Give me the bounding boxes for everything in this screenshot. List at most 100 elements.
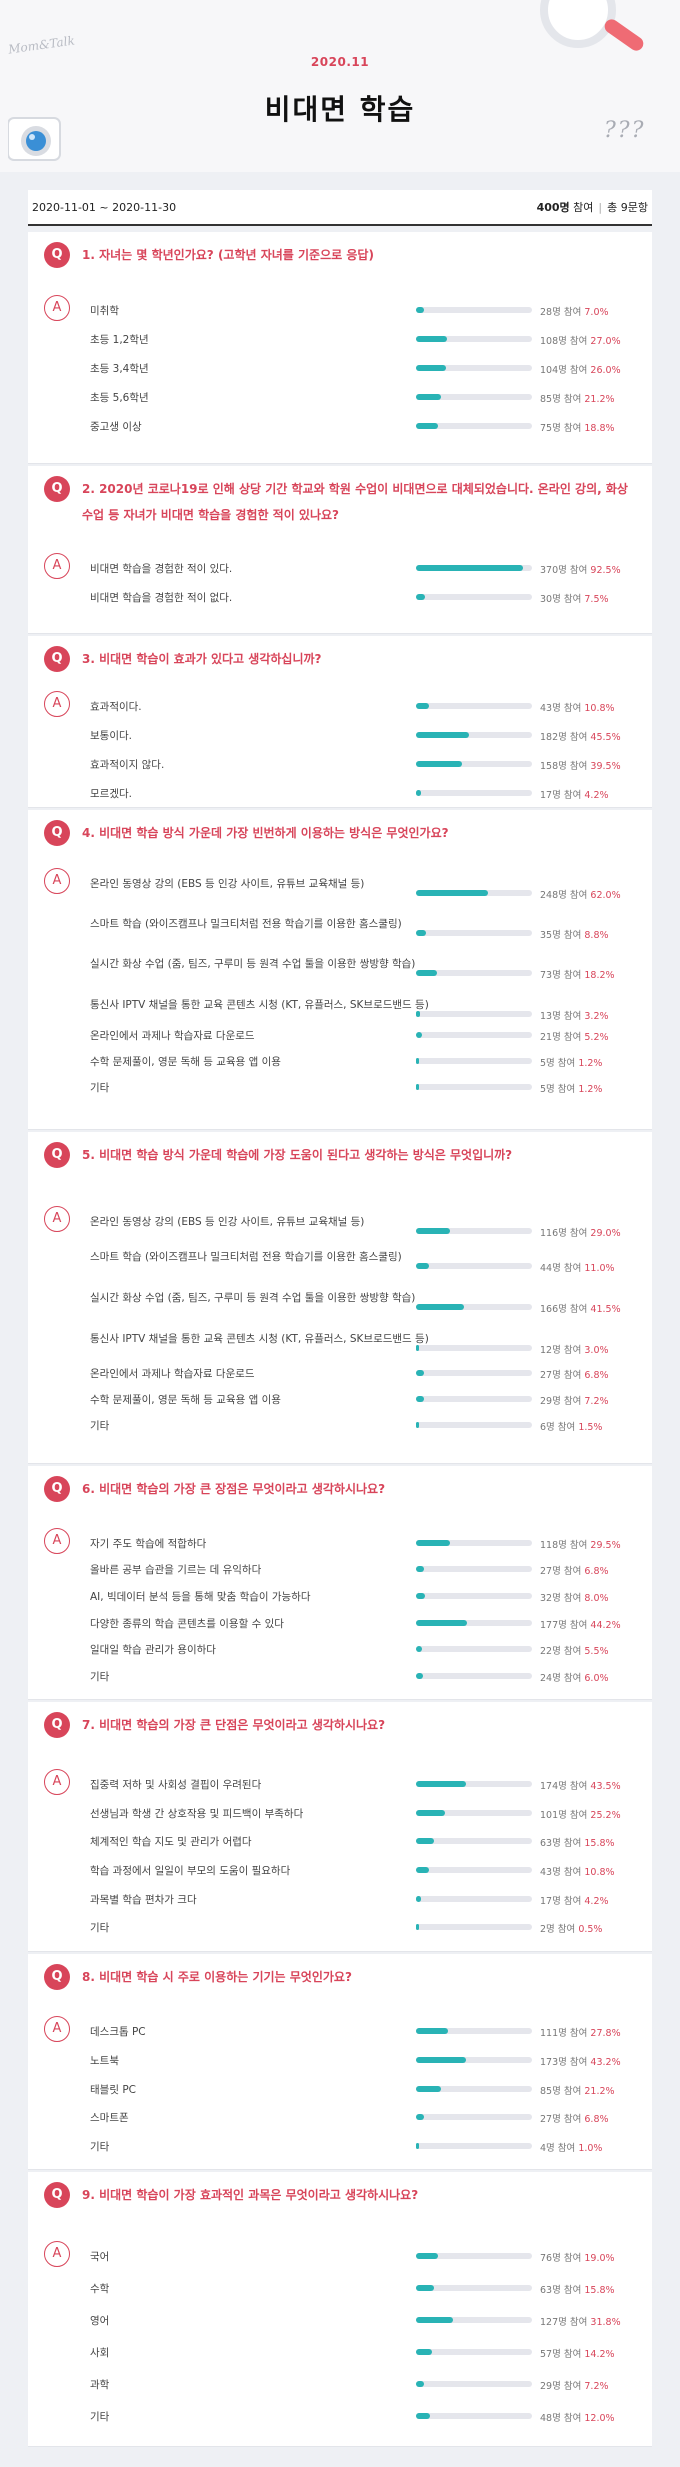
result-stat: 248명 참여 62.0% — [540, 887, 640, 901]
result-bar-fill — [416, 1084, 420, 1090]
result-count-suffix: 명 참여 — [546, 1084, 576, 1095]
answer-option-label: 온라인에서 과제나 학습자료 다운로드 — [90, 1030, 255, 1042]
result-count: 57 — [540, 2349, 553, 2360]
result-count: 43 — [540, 1867, 553, 1878]
result-stat: 43명 참여 10.8% — [540, 700, 640, 714]
result-bar-track — [416, 930, 532, 936]
result-bar-track — [416, 790, 532, 796]
result-percent: 15.8% — [584, 1838, 615, 1849]
result-count-suffix: 명 참여 — [552, 1396, 582, 1407]
result-percent: 21.2% — [584, 2086, 615, 2097]
result-stat: 35명 참여 8.8% — [540, 927, 640, 941]
result-bar-fill — [416, 307, 425, 313]
answer-option-label: 수학 문제풀이, 영문 독해 등 교육용 앱 이용 — [90, 1056, 281, 1068]
result-percent: 12.0% — [584, 2413, 615, 2424]
result-stat: 27명 참여 6.8% — [540, 1563, 640, 1577]
result-count-suffix: 명 참여 — [552, 1593, 582, 1604]
result-bar-track — [416, 1593, 532, 1599]
result-bar-fill — [416, 1781, 467, 1787]
result-count: 76 — [540, 2253, 553, 2264]
result-stat: 63명 참여 15.8% — [540, 2282, 640, 2296]
question-badge: Q — [44, 2182, 70, 2208]
result-count-suffix: 명 참여 — [558, 2317, 588, 2328]
result-count-suffix: 명 참여 — [552, 2349, 582, 2360]
result-stat: 104명 참여 26.0% — [540, 362, 640, 376]
result-count: 12 — [540, 1345, 553, 1356]
result-bar-track — [416, 2057, 532, 2063]
result-percent: 31.8% — [590, 2317, 621, 2328]
result-stat: 29명 참여 7.2% — [540, 1393, 640, 1407]
result-stat: 118명 참여 29.5% — [540, 1537, 640, 1551]
result-stat: 76명 참여 19.0% — [540, 2250, 640, 2264]
result-count: 116 — [540, 1228, 559, 1239]
result-percent: 5.5% — [584, 1646, 609, 1657]
result-bar-fill — [416, 2285, 435, 2291]
question-text: 7. 비대면 학습의 가장 큰 단점은 무엇이라고 생각하시나요? — [82, 1718, 386, 1732]
result-count: 6 — [540, 1422, 547, 1433]
result-count-suffix: 명 참여 — [552, 307, 582, 318]
answer-option-label: 태블릿 PC — [90, 2084, 136, 2096]
result-bar-track — [416, 732, 532, 738]
result-bar-track — [416, 1896, 532, 1902]
result-bar-track — [416, 1867, 532, 1873]
result-stat: 57명 참여 14.2% — [540, 2346, 640, 2360]
result-percent: 27.0% — [590, 336, 621, 347]
answer-option-label: 기타 — [90, 2141, 110, 2153]
result-count: 370 — [540, 565, 559, 576]
result-bar-fill — [416, 2028, 449, 2034]
result-stat: 21명 참여 5.2% — [540, 1029, 640, 1043]
result-count: 63 — [540, 2285, 553, 2296]
answer-badge: A — [44, 2241, 70, 2267]
question-text: 4. 비대면 학습 방식 가운데 가장 빈번하게 이용하는 방식은 무엇인가요? — [82, 826, 449, 840]
result-bar-track — [416, 1540, 532, 1546]
result-count: 13 — [540, 1011, 553, 1022]
result-stat: 5명 참여 1.2% — [540, 1081, 640, 1095]
result-percent: 18.8% — [584, 423, 615, 434]
result-bar-fill — [416, 565, 524, 571]
result-percent: 6.8% — [584, 2114, 609, 2125]
question-card: Q 2. 2020년 코로나19로 인해 상당 기간 학교와 학원 수업이 비대면… — [28, 466, 652, 634]
result-percent: 41.5% — [590, 1304, 621, 1315]
result-count: 63 — [540, 1838, 553, 1849]
result-bar-fill — [416, 970, 438, 976]
result-stat: 29명 참여 7.2% — [540, 2378, 640, 2392]
answer-option-label: 수학 문제풀이, 영문 독해 등 교육용 앱 이용 — [90, 1394, 281, 1406]
header-script-text: Mom&Talk — [7, 33, 76, 57]
result-bar-fill — [416, 1867, 429, 1873]
result-bar-fill — [416, 1620, 468, 1626]
result-count-suffix: 명 참여 — [552, 394, 582, 405]
question-text: 9. 비대면 학습이 가장 효과적인 과목은 무엇이라고 생각하시나요? — [82, 2188, 419, 2202]
answer-option-label: 국어 — [90, 2251, 110, 2263]
result-bar-track — [416, 1345, 532, 1351]
question-badge: Q — [44, 1476, 70, 1502]
result-bar-fill — [416, 1838, 435, 1844]
survey-summary: 400명 참여 | 총 9문항 — [536, 201, 648, 214]
result-count: 182 — [540, 732, 559, 743]
result-count: 27 — [540, 1370, 553, 1381]
result-count: 111 — [540, 2028, 559, 2039]
result-count: 17 — [540, 790, 553, 801]
result-percent: 0.5% — [578, 1924, 603, 1935]
result-bar-track — [416, 2317, 532, 2323]
result-percent: 8.0% — [584, 1593, 609, 1604]
result-stat: 4명 참여 1.0% — [540, 2140, 640, 2154]
answer-option-label: 데스크톱 PC — [90, 2026, 146, 2038]
result-bar-fill — [416, 2381, 425, 2387]
result-count-suffix: 명 참여 — [546, 1422, 576, 1433]
result-count: 43 — [540, 703, 553, 714]
result-count: 24 — [540, 1673, 553, 1684]
result-stat: 108명 참여 27.0% — [540, 333, 640, 347]
result-stat: 32명 참여 8.0% — [540, 1590, 640, 1604]
result-bar-fill — [416, 1593, 426, 1599]
result-bar-fill — [416, 703, 429, 709]
question-text: 3. 비대면 학습이 효과가 있다고 생각하십니까? — [82, 652, 322, 666]
result-stat: 27명 참여 6.8% — [540, 2111, 640, 2125]
result-count: 75 — [540, 423, 553, 434]
result-count: 32 — [540, 1593, 553, 1604]
result-count-suffix: 명 참여 — [552, 2086, 582, 2097]
result-percent: 1.2% — [578, 1058, 603, 1069]
result-bar-track — [416, 1058, 532, 1064]
result-percent: 29.5% — [590, 1540, 621, 1551]
result-count: 127 — [540, 2317, 559, 2328]
result-stat: 127명 참여 31.8% — [540, 2314, 640, 2328]
